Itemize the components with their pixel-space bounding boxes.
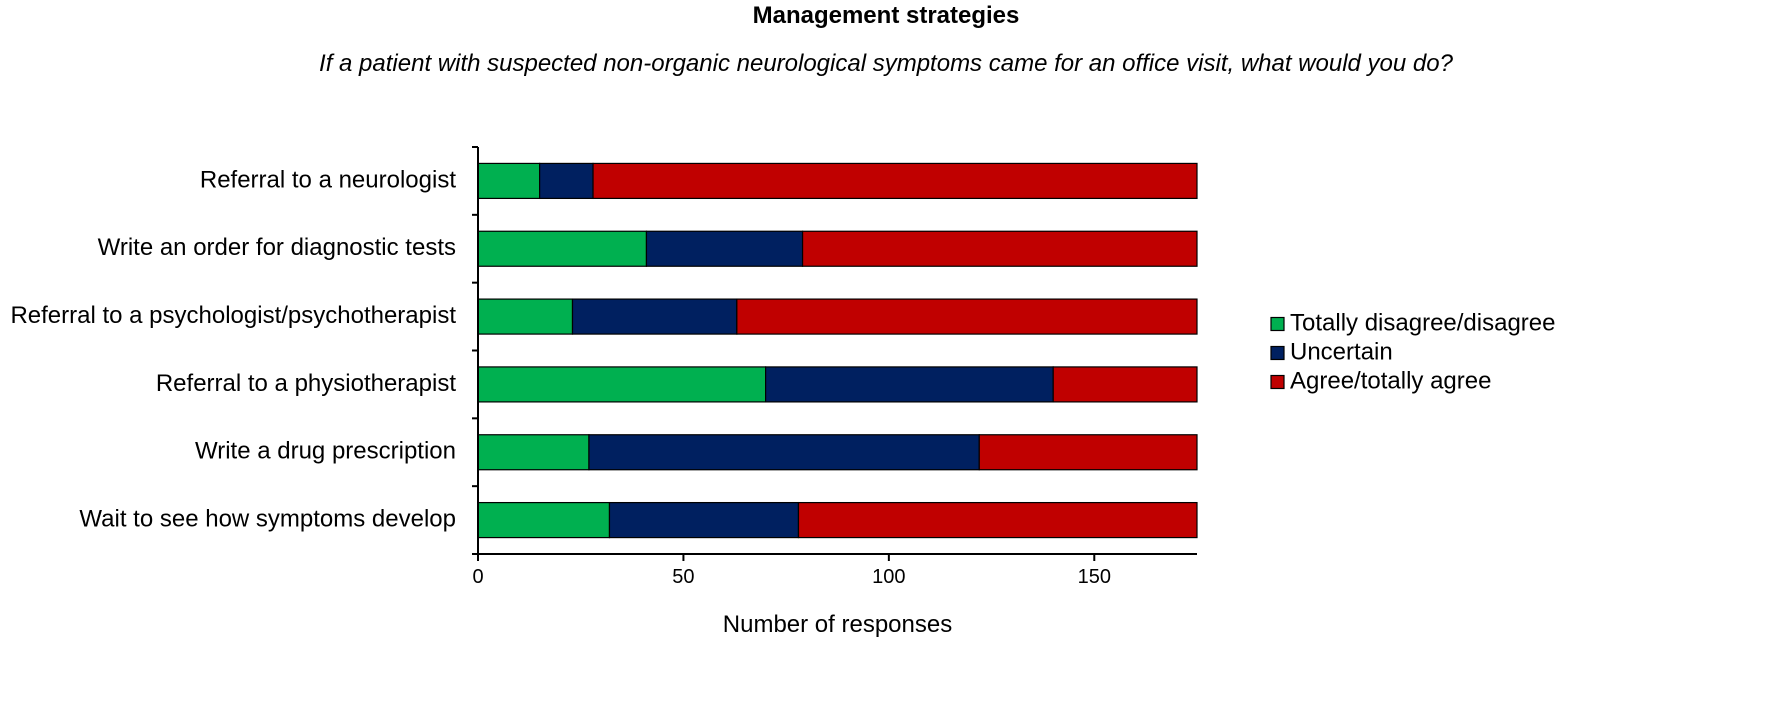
bar-segment-4-2 — [764, 366, 1054, 403]
category-label: Wait to see how symptoms develop — [79, 505, 456, 532]
bar-segment-2-2 — [645, 230, 804, 267]
x-axis-title: Number of responses — [723, 611, 952, 638]
legend-swatch — [1270, 316, 1285, 332]
x-tick-label: 0 — [472, 566, 483, 588]
category-label: Referral to a neurologist — [200, 166, 456, 193]
category-label: Referral to a psychologist/psychotherapi… — [10, 302, 456, 329]
bar-segment-6-2 — [608, 501, 800, 539]
category-label: Write an order for diagnostic tests — [98, 234, 456, 261]
x-tick-label: 50 — [672, 566, 694, 588]
legend-label: Uncertain — [1290, 338, 1393, 365]
x-tick-label: 100 — [872, 566, 905, 588]
bar-segment-5-3 — [978, 434, 1198, 471]
legend-swatch — [1270, 345, 1285, 361]
legend-swatch — [1270, 374, 1285, 390]
bar-segment-3-3 — [736, 298, 1198, 335]
labels-layer: Referral to a neurologist Write an order … — [10, 166, 1111, 638]
bar-segment-1-3 — [592, 162, 1198, 200]
legend-label: Totally disagree/disagree — [1290, 309, 1556, 336]
bar-segment-4-1 — [477, 366, 767, 403]
bar-segment-5-1 — [477, 434, 590, 471]
legend: Totally disagree/disagreeUncertainAgree/… — [1270, 309, 1556, 394]
bar-segment-5-2 — [588, 434, 980, 471]
bar-segment-6-1 — [477, 501, 611, 539]
bar-segment-1-2 — [539, 162, 594, 200]
chart-subtitle: If a patient with suspected non-organic … — [319, 50, 1453, 77]
bar-segment-2-1 — [477, 230, 648, 267]
bar-segment-3-1 — [477, 298, 574, 335]
bar-segment-6-3 — [797, 501, 1198, 539]
legend-label: Agree/totally agree — [1290, 367, 1491, 394]
category-label: Write a drug prescription — [195, 438, 456, 465]
chart-title: Management strategies — [752, 2, 1020, 29]
x-tick-label: 150 — [1078, 566, 1111, 588]
axes-layer — [472, 146, 1197, 561]
bar-segment-3-2 — [571, 298, 738, 335]
category-label: Referral to a physiotherapist — [156, 370, 456, 397]
bar-segment-4-3 — [1052, 366, 1198, 403]
bars-layer — [477, 162, 1198, 539]
bar-segment-2-3 — [801, 230, 1198, 267]
bar-segment-1-1 — [477, 162, 541, 200]
